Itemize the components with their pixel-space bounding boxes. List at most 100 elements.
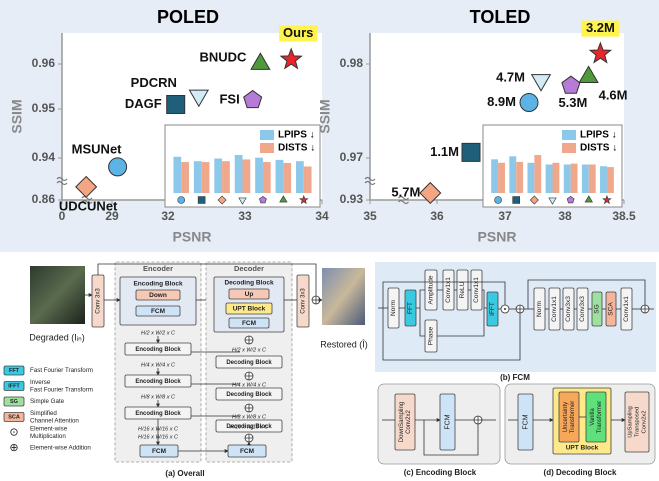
inset-marker <box>217 195 227 205</box>
point-label: PDCRN <box>131 75 177 90</box>
y-tick-label: 0.98 <box>340 56 364 70</box>
bar <box>262 162 271 193</box>
mul-dot <box>504 308 506 310</box>
bar <box>516 161 524 193</box>
point <box>530 74 552 92</box>
bar <box>303 166 312 193</box>
x-axis-label: PSNR <box>173 229 212 245</box>
inset-marker <box>548 197 557 205</box>
point <box>250 52 271 70</box>
bar <box>606 167 614 193</box>
label-highlight <box>279 25 318 42</box>
connector <box>527 279 646 309</box>
inset-marker <box>566 195 575 204</box>
point-label: 4.7M <box>496 69 525 84</box>
y-tick-label: 0.93 <box>340 192 364 206</box>
axis-break <box>398 195 409 205</box>
label: Conv1x1 <box>473 277 480 303</box>
point <box>279 47 303 70</box>
inset-marker <box>584 195 593 203</box>
label: IFFT <box>489 302 496 316</box>
block <box>394 393 416 451</box>
bar <box>563 164 571 193</box>
label: ⊕ <box>9 442 18 454</box>
label: Encoder <box>143 264 173 273</box>
bar <box>581 164 589 193</box>
label: Vanilla <box>590 408 596 426</box>
connector <box>474 416 482 424</box>
label: Decoding Block <box>224 280 274 287</box>
legend-label: DISTS ↓ <box>278 143 315 154</box>
bar <box>491 159 499 193</box>
label: FCM <box>240 448 254 455</box>
inset-marker <box>298 194 309 205</box>
block <box>228 317 270 329</box>
bar <box>234 155 243 193</box>
label: Element-wise Addition <box>30 445 91 452</box>
y-tick-label: 0.86 <box>32 192 56 206</box>
block <box>124 374 192 388</box>
block <box>3 381 25 391</box>
point <box>519 93 539 113</box>
label: Inverse <box>30 379 51 386</box>
block <box>439 393 456 451</box>
y-tick-label: 0.96 <box>32 56 56 70</box>
inset-marker <box>494 196 502 204</box>
bar <box>201 162 210 193</box>
bar <box>570 163 578 193</box>
point <box>588 41 613 64</box>
label: FCM <box>522 414 529 429</box>
legend-label: DISTS ↓ <box>580 143 617 154</box>
label: Simple Gate <box>30 398 65 405</box>
block <box>3 396 25 407</box>
block <box>225 302 273 315</box>
legend-label: LPIPS ↓ <box>580 130 617 141</box>
label: Element-wise <box>30 425 68 432</box>
label: SG <box>594 304 601 313</box>
point <box>419 181 442 205</box>
label: SCA <box>608 302 615 316</box>
legend-swatch <box>562 143 576 153</box>
label: Encoding Block <box>135 379 181 385</box>
point-label: 5.3M <box>558 95 587 110</box>
inset-marker <box>177 196 186 204</box>
bar <box>498 162 505 193</box>
bar <box>242 159 251 193</box>
label: SCA <box>8 414 20 420</box>
connector <box>245 336 253 344</box>
label: (a) Overall <box>165 469 204 478</box>
connector <box>245 404 253 412</box>
connector <box>245 372 253 380</box>
label-highlight <box>581 20 620 37</box>
bar <box>222 161 230 193</box>
label: UPT Block <box>566 445 599 452</box>
bar <box>193 161 202 193</box>
degraded-image <box>30 266 85 324</box>
connector <box>437 289 487 337</box>
point-label: 1.1M <box>430 144 459 159</box>
point-label: BNUDC <box>199 49 247 64</box>
label: Conv2x2 <box>406 410 412 434</box>
bar <box>296 161 304 193</box>
connector <box>97 263 317 296</box>
axis-break <box>81 195 93 205</box>
label: H/16 x W/16 x C <box>138 434 178 440</box>
label: Norm <box>390 300 397 316</box>
point <box>108 157 128 177</box>
label: Decoding Block <box>226 424 272 430</box>
legend-swatch <box>260 143 274 153</box>
bar <box>173 156 182 193</box>
block <box>215 419 283 433</box>
restored-image <box>322 268 365 325</box>
bar <box>534 155 542 193</box>
legend-swatch <box>562 130 576 140</box>
bar <box>275 159 284 193</box>
block <box>215 355 283 369</box>
point-label: 4.6M <box>599 88 628 103</box>
bar <box>588 164 596 193</box>
label: Decoding Block <box>226 360 272 366</box>
label: SG <box>10 399 18 405</box>
point <box>561 75 581 94</box>
point <box>75 175 98 198</box>
label: ⊙ <box>9 426 18 438</box>
